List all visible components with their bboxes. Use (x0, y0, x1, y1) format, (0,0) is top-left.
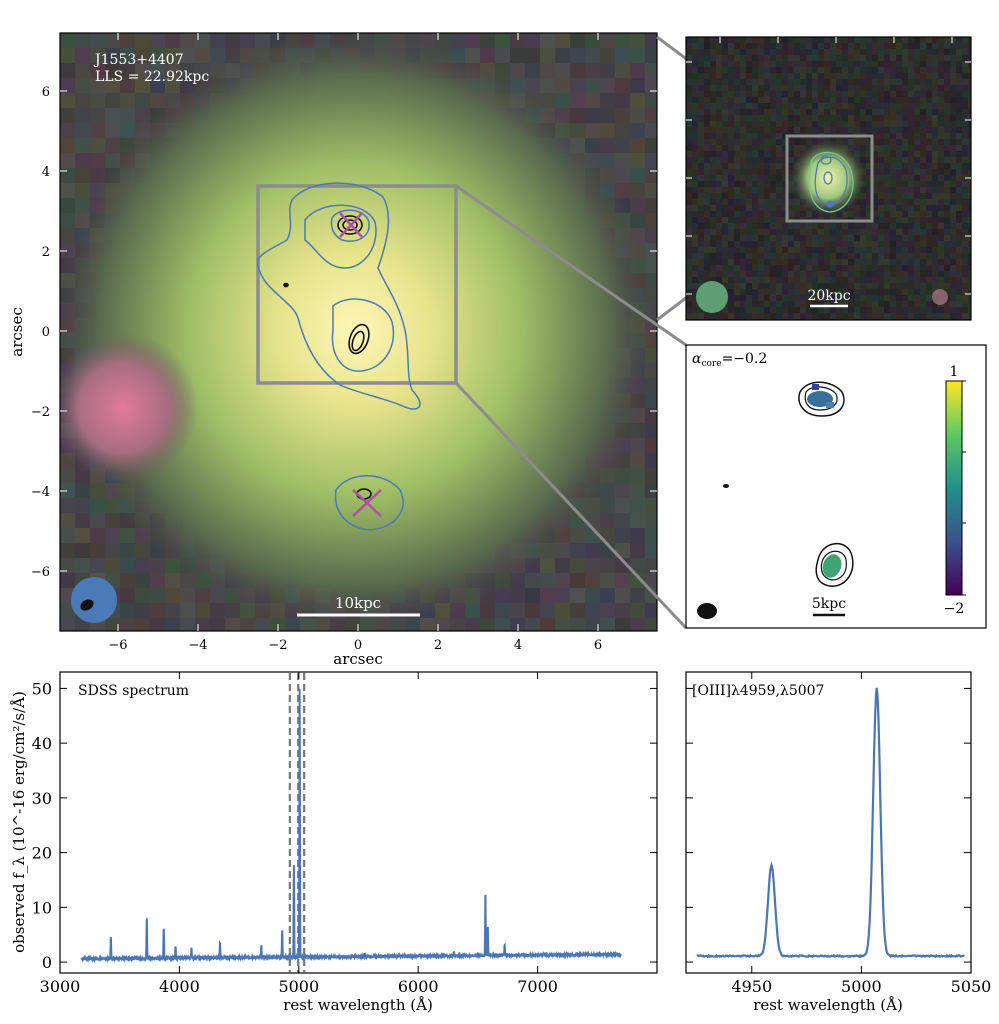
spectrum-xlabel: rest wavelength (Å) (283, 996, 433, 1014)
xtick-label: 0 (354, 638, 362, 653)
xtick-label: 5000 (278, 977, 319, 996)
xtick-label: 2 (434, 638, 442, 653)
oiii-xlabel: rest wavelength (Å) (753, 996, 903, 1014)
scale-bar-label: 10kpc (335, 594, 381, 612)
ytick-label: 50 (32, 679, 52, 698)
ytick-label: 4 (42, 165, 50, 180)
ytick-label: −6 (31, 565, 50, 580)
main-xtick-labels: −6 −4 −2 0 2 4 6 (108, 638, 602, 653)
zoom-box (256, 184, 458, 385)
ytick-label: 10 (32, 898, 52, 917)
wide-field-inset: 20kpc (685, 36, 972, 321)
xtick-label: 4950 (731, 977, 772, 996)
main-ylabel: arcsec (8, 307, 26, 357)
main-xlabel: arcsec (333, 650, 383, 668)
xtick-label: 5050 (951, 977, 992, 996)
spectrum-line (80, 688, 622, 963)
scale-bar-label: 5kpc (812, 596, 846, 612)
ytick-label: 0 (42, 953, 52, 972)
ytick-label: −4 (31, 485, 50, 500)
main-image-panel: 10kpc J1553+4407 LLS = 22.92kpc −6 −4 −2… (8, 32, 658, 668)
oiii-title: [OIII]λ4959,λ5007 (692, 683, 824, 699)
xtick-label: 6 (594, 638, 602, 653)
ytick-label: 30 (32, 789, 52, 808)
beam-ellipse (71, 577, 117, 623)
xtick-label: −2 (268, 638, 287, 653)
spectrum-ylabel: observed f_λ (10^-16 erg/cm²/s/Å) (10, 691, 28, 953)
zoom-box (785, 134, 874, 223)
ytick-label: −2 (31, 405, 50, 420)
beam-ellipse (697, 603, 717, 619)
xtick-label: 4000 (159, 977, 200, 996)
oiii-zoom-panel: 4950 5000 5050 [OIII]λ4959,λ5007 rest wave… (685, 671, 992, 1014)
xtick-label: 4 (514, 638, 522, 653)
alpha-component-upper (798, 381, 845, 417)
ytick-label: 0 (42, 325, 50, 340)
ytick-label: 40 (32, 734, 52, 753)
ytick-label: 2 (42, 245, 50, 260)
alpha-component-lower (815, 542, 854, 587)
xtick-label: 5000 (841, 977, 882, 996)
core-contours (283, 215, 372, 500)
xtick-label: 3000 (40, 977, 81, 996)
lls-label: LLS = 22.92kpc (95, 69, 209, 85)
oiii-marker-lines (288, 673, 306, 972)
alpha-core-label: αcore=−0.2 (692, 351, 767, 369)
colorbar (945, 380, 963, 596)
host-galaxy-emission (60, 33, 655, 630)
main-ticks (60, 33, 657, 631)
beam-ellipse (696, 281, 728, 313)
object-name: J1553+4407 (93, 52, 184, 68)
sdss-spectrum-panel: 3000 4000 5000 6000 7000 0 10 20 30 40 50 SDSS sp… (10, 671, 658, 1014)
colorbar-min: −2 (944, 601, 965, 617)
scale-bar-label: 20kpc (807, 288, 850, 304)
xtick-label: −6 (108, 638, 127, 653)
xtick-label: −4 (188, 638, 207, 653)
xtick-label: 7000 (517, 977, 558, 996)
main-ytick-labels: 6 4 2 0 −2 −4 −6 (31, 85, 50, 580)
beam-core (80, 599, 94, 611)
radio-contours-wide (808, 151, 854, 213)
spectral-index-inset: αcore=−0.2 5kpc 1 −2 (685, 344, 987, 629)
radio-contours (256, 182, 421, 531)
colorbar-max: 1 (950, 364, 959, 380)
spectrum-title: SDSS spectrum (78, 683, 189, 699)
xtick-label: 6000 (398, 977, 439, 996)
ytick-label: 20 (32, 844, 52, 863)
ytick-label: 6 (42, 85, 50, 100)
neighbor-galaxy (60, 333, 198, 483)
colorbar-ticks (962, 380, 966, 596)
optical-position-cross (339, 212, 382, 517)
oiii-line (696, 687, 965, 959)
